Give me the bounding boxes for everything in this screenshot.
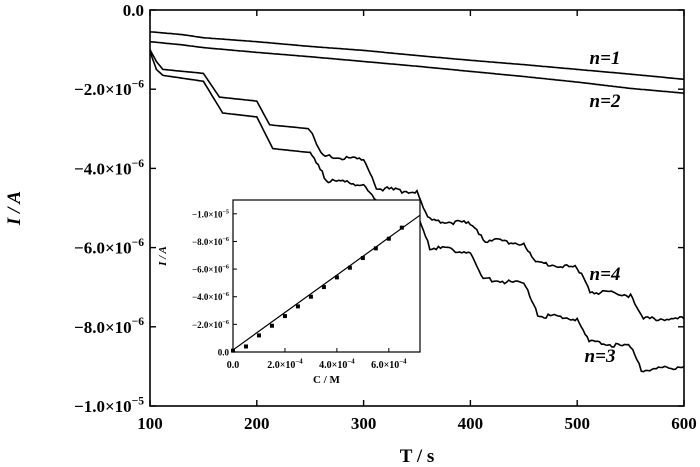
inset-x-tick-label: 0.0 xyxy=(227,360,240,371)
x-tick-label: 500 xyxy=(564,414,590,433)
series-annotation: n=4 xyxy=(590,264,621,285)
inset-data-point xyxy=(373,246,378,251)
inset-data-point xyxy=(269,323,274,328)
y-tick-label: −2.0×10−6 xyxy=(74,78,144,100)
y-tick-label: 0.0 xyxy=(123,1,144,20)
series-annotation: n=1 xyxy=(590,48,621,69)
x-tick-label: 100 xyxy=(137,414,163,433)
inset-y-tick-label: −4.0×10−6 xyxy=(192,292,229,302)
inset-data-point xyxy=(334,275,339,280)
inset-x-tick-label: 2.0×10−4 xyxy=(267,359,303,372)
series-n2-line xyxy=(149,40,685,94)
y-tick-label: −4.0×10−6 xyxy=(74,157,144,179)
inset-y-tick-label: −6.0×10−6 xyxy=(192,265,229,275)
inset-y-tick-label: −8.0×10−6 xyxy=(192,237,229,247)
inset-plot-area: 0.0 2.0×10−4 4.0×10−4 6.0×10−4 0.0 −2.0×10−6 −… xyxy=(157,199,421,386)
y-axis-label: I / A xyxy=(4,191,25,226)
series-n4-line xyxy=(149,49,685,322)
x-tick-label: 300 xyxy=(351,414,377,433)
inset-data-point xyxy=(282,314,287,319)
inset-y-tick-label: −2.0×10−6 xyxy=(192,320,229,330)
inset-data-point xyxy=(243,344,248,349)
inset-data-point xyxy=(308,294,313,299)
y-tick-label: −8.0×10−6 xyxy=(74,315,144,337)
inset-data-point xyxy=(295,304,300,309)
series-n1-line xyxy=(149,31,685,81)
inset-x-axis-label: C / M xyxy=(313,374,341,386)
x-tick-label: 400 xyxy=(458,414,484,433)
plot-frame xyxy=(149,9,685,407)
inset-y-tick-label: 0.0 xyxy=(218,348,230,358)
x-tick-label: 200 xyxy=(244,414,270,433)
y-tick-label: −6.0×10−6 xyxy=(74,236,144,258)
inset-data-point xyxy=(399,225,404,230)
inset-data-point xyxy=(360,256,365,261)
y-tick-label: −1.0×10−5 xyxy=(74,394,144,416)
series-annotation: n=2 xyxy=(590,91,621,112)
inset-data-point xyxy=(386,236,391,241)
inset-data-point xyxy=(321,285,326,290)
inset-data-point xyxy=(347,265,352,270)
inset-frame xyxy=(232,199,421,353)
main-plot-area: 100 200 300 400 500 600 0.0 −2.0×10−6 −4.0×10−6 −… xyxy=(4,1,697,467)
inset-x-tick-label: 6.0×10−4 xyxy=(371,359,407,372)
inset-y-axis-label: I / A xyxy=(157,246,169,267)
inset-data-point xyxy=(231,348,235,353)
x-axis-label: T / s xyxy=(400,446,435,467)
inset-data-point xyxy=(256,333,261,338)
inset-y-tick-label: −1.0×10−5 xyxy=(192,209,229,219)
inset-x-tick-label: 4.0×10−4 xyxy=(319,359,355,372)
series-annotation: n=3 xyxy=(585,346,616,367)
x-tick-label: 600 xyxy=(671,414,697,433)
